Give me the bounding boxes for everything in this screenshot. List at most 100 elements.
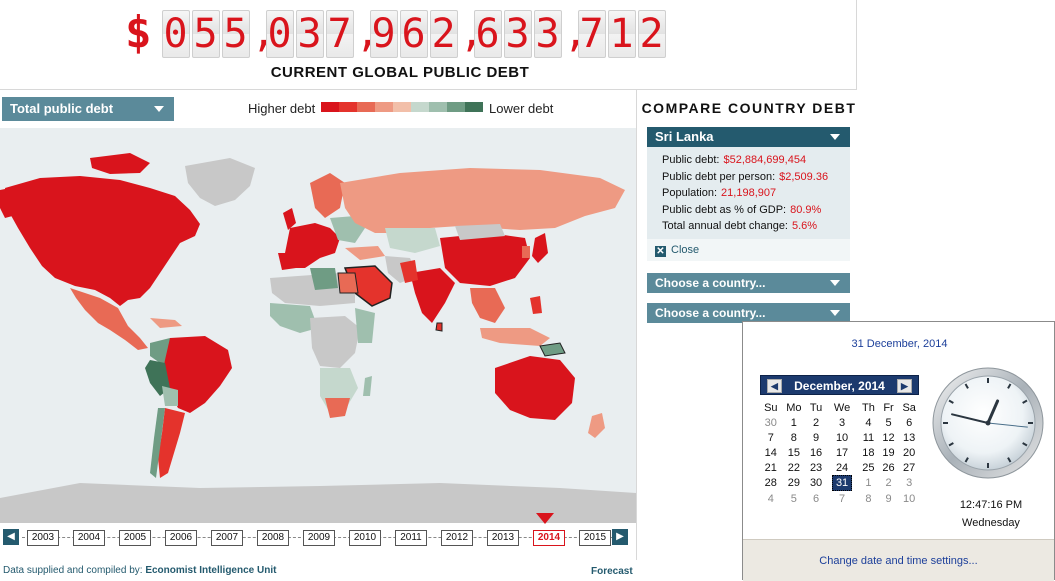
year-button-2004[interactable]: 2004 [73,530,105,546]
year-button-2005[interactable]: 2005 [119,530,151,546]
calendar-day[interactable]: 2 [885,477,892,489]
clock-tick [1007,457,1012,463]
clock-tick [1022,399,1028,404]
year-button-2003[interactable]: 2003 [27,530,59,546]
calendar-day[interactable]: 15 [787,446,800,459]
calendar-day[interactable]: 20 [903,446,916,459]
map-country-western-europe [285,223,340,268]
calendar-day[interactable]: 28 [764,477,777,489]
close-label: Close [671,244,700,256]
popup-footer: Change date and time settings... [743,539,1054,581]
calendar-day[interactable]: 1 [865,477,872,489]
calendar-day[interactable]: 10 [835,431,849,444]
calendar-day[interactable]: 3 [906,477,913,489]
calendar-day[interactable]: 22 [787,461,800,474]
calendar-day[interactable]: 1 [790,416,797,429]
map-country-west-africa [270,303,318,333]
close-button[interactable]: ✕ Close [647,239,850,261]
debt-digit: 3 [503,10,532,58]
panel-divider [856,0,857,90]
year-button-2006[interactable]: 2006 [165,530,197,546]
calendar-day[interactable]: 3 [839,416,846,429]
calendar-day[interactable]: 4 [767,492,774,505]
calendar-day[interactable]: 4 [865,416,872,429]
calendar-day[interactable]: 30 [809,477,823,489]
stat-label: Public debt per person: [662,170,776,183]
calendar-day[interactable]: 5 [790,492,797,505]
calendar-day[interactable]: 6 [813,492,820,505]
stat-row: Public debt as % of GDP: 80.9% [662,202,850,219]
digit-separator: , [563,10,588,56]
debt-digit: 5 [191,10,220,58]
timeline-next-button[interactable]: ▶ [612,529,628,545]
calendar-header: ◀ December, 2014 ▶ [760,375,919,395]
change-date-time-link[interactable]: Change date and time settings... [819,555,978,567]
legend-swatch [465,102,483,112]
calendar-day[interactable]: 13 [903,431,916,444]
calendar-day[interactable]: 17 [835,446,849,459]
timeline-prev-button[interactable]: ◀ [3,529,19,545]
calendar-day[interactable]: 18 [862,446,875,459]
prev-month-button[interactable]: ◀ [767,379,782,393]
choose-country-dropdown-2[interactable]: Choose a country... [647,303,850,323]
year-button-2012[interactable]: 2012 [441,530,473,546]
year-button-2013[interactable]: 2013 [487,530,519,546]
calendar-week: 21 22 23 24 25 26 27 [760,460,920,475]
calendar-day[interactable]: 23 [809,461,823,474]
calendar-day[interactable]: 8 [865,492,872,505]
choose-country-dropdown-1[interactable]: Choose a country... [647,273,850,293]
calendar-day[interactable]: 12 [882,431,895,444]
map-country-brazil [162,336,232,413]
debt-digit: 0 [265,10,294,58]
map-country-south-africa [325,398,350,418]
legend-swatch [447,102,465,112]
calendar-day[interactable]: 9 [885,492,892,505]
country-dropdown-selected[interactable]: Sri Lanka [647,127,850,147]
next-month-button[interactable]: ▶ [897,379,912,393]
calendar-day[interactable]: 7 [767,431,774,444]
year-button-2015[interactable]: 2015 [579,530,611,546]
year-button-2011[interactable]: 2011 [395,530,427,546]
map-country-mongolia [455,224,505,240]
calendar-day[interactable]: 27 [903,461,916,474]
calendar-day[interactable]: 10 [903,492,916,505]
calendar-day[interactable]: 29 [787,477,800,489]
weekday-header: Tu [809,401,823,414]
clock-tick [1022,442,1028,447]
calendar-day[interactable]: 26 [882,461,895,474]
measure-dropdown[interactable]: Total public debt [2,97,174,121]
calendar-day[interactable]: 19 [882,446,895,459]
year-button-2010[interactable]: 2010 [349,530,381,546]
year-button-2007[interactable]: 2007 [211,530,243,546]
forecast-label: Forecast [591,566,633,577]
calendar-day[interactable]: 11 [862,431,875,444]
year-button-2014[interactable]: 2014 [533,530,565,546]
calendar-day[interactable]: 7 [839,492,846,505]
calendar-day[interactable]: 16 [809,446,823,459]
year-button-2008[interactable]: 2008 [257,530,289,546]
calendar-day[interactable]: 8 [790,431,797,444]
long-date: 31 December, 2014 [851,338,948,350]
legend-higher-label: Higher debt [248,101,316,116]
calendar-day[interactable]: 5 [885,416,892,429]
world-debt-map[interactable] [0,128,636,523]
calendar-day[interactable]: 25 [862,461,875,474]
arrow-right-icon: ▶ [616,531,624,542]
calendar-day[interactable]: 30 [764,416,777,429]
calendar-day[interactable]: 14 [764,446,777,459]
map-country-new-zealand [588,413,605,438]
calendar-day[interactable]: 31 [826,475,858,491]
calendar-day[interactable]: 24 [835,461,849,474]
stat-value: $52,884,699,454 [723,154,807,166]
source-credit: Data supplied and compiled by: Economist… [3,565,276,576]
weekday-header: Su [764,401,778,414]
calendar-week: 28 29 30 31 1 2 3 [760,475,920,491]
year-button-2009[interactable]: 2009 [303,530,335,546]
analog-clock [932,367,1044,479]
calendar-day[interactable]: 2 [813,416,820,429]
weekday-header: We [833,401,851,414]
map-antarctica [0,483,636,523]
calendar-day[interactable]: 21 [764,461,777,474]
calendar-day[interactable]: 9 [813,431,820,444]
calendar-day[interactable]: 6 [906,416,913,429]
